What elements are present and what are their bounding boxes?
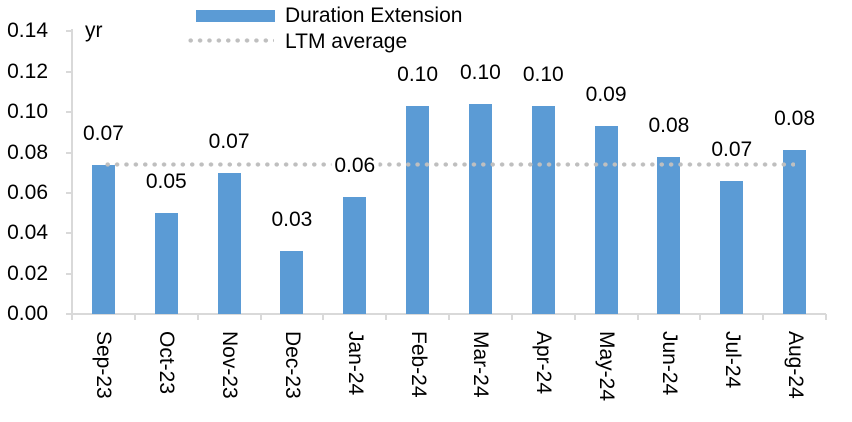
- x-axis-label: Sep-23: [92, 331, 116, 399]
- x-tick-mark: [699, 314, 702, 320]
- x-axis-label: Jun-24: [657, 331, 681, 396]
- y-tick-mark: [66, 272, 72, 275]
- ltm-average-line: [103, 162, 795, 168]
- y-tick-mark: [66, 30, 72, 33]
- y-axis-unit-label: yr: [85, 19, 103, 42]
- x-axis-label: Mar-24: [469, 331, 493, 398]
- y-axis-label: 0.08: [7, 140, 48, 164]
- x-axis-label: Apr-24: [532, 331, 556, 395]
- x-tick-mark: [762, 314, 765, 320]
- bar-data-label: 0.08: [771, 108, 819, 131]
- x-tick-mark: [259, 314, 262, 320]
- y-axis-line: [71, 29, 73, 315]
- x-axis-label: Dec-23: [280, 331, 304, 399]
- y-tick-mark: [66, 70, 72, 73]
- x-tick-mark: [825, 314, 827, 320]
- bar-data-label: 0.10: [519, 64, 567, 87]
- bar-data-label: 0.03: [268, 209, 316, 232]
- bar-data-label: 0.05: [142, 171, 190, 194]
- x-tick-mark: [573, 314, 576, 320]
- bar-jun-24: [657, 156, 681, 314]
- y-axis-label: 0.00: [7, 302, 48, 325]
- bar-jan-24: [343, 196, 367, 314]
- x-axis-label: May-24: [595, 331, 619, 402]
- x-axis-label: Jan-24: [343, 331, 367, 396]
- bar-oct-23: [154, 213, 178, 314]
- bar-may-24: [594, 126, 618, 314]
- y-tick-mark: [66, 151, 72, 154]
- bar-sep-23: [91, 164, 115, 314]
- x-tick-mark: [71, 314, 73, 320]
- legend-bar-swatch-icon: [196, 10, 275, 22]
- x-tick-mark: [133, 314, 136, 320]
- legend-dotted-line-swatch-icon: [186, 38, 274, 43]
- y-tick-mark: [66, 232, 72, 235]
- y-axis-label: 0.14: [7, 19, 48, 43]
- y-axis-label: 0.04: [7, 221, 48, 245]
- bar-aug-24: [783, 150, 807, 314]
- bar-data-label: 0.07: [79, 122, 127, 145]
- x-tick-mark: [385, 314, 388, 320]
- bar-data-label: 0.08: [645, 114, 693, 137]
- bar-data-label: 0.07: [708, 138, 756, 161]
- x-axis-label: Aug-24: [783, 331, 807, 399]
- legend-label-duration-extension: Duration Extension: [285, 4, 463, 27]
- y-tick-mark: [66, 111, 72, 114]
- x-axis-label: Jul-24: [720, 331, 744, 389]
- x-axis-label: Feb-24: [406, 331, 430, 398]
- y-tick-mark: [66, 313, 72, 315]
- bar-data-label: 0.10: [456, 62, 504, 85]
- y-axis-label: 0.02: [7, 261, 48, 285]
- x-axis-label: Oct-23: [155, 331, 179, 395]
- x-tick-mark: [510, 314, 513, 320]
- x-tick-mark: [322, 314, 325, 320]
- bar-apr-24: [531, 106, 555, 314]
- y-axis-label: 0.06: [7, 180, 48, 204]
- y-tick-mark: [66, 191, 72, 194]
- legend-label-ltm-average: LTM average: [285, 30, 408, 53]
- x-tick-mark: [448, 314, 450, 320]
- bar-feb-24: [406, 106, 430, 314]
- bar-mar-24: [468, 104, 492, 314]
- y-axis-label: 0.12: [7, 59, 48, 83]
- bar-data-label: 0.07: [205, 130, 253, 153]
- bar-data-label: 0.09: [582, 84, 630, 107]
- x-axis-label: Nov-23: [218, 331, 242, 399]
- x-tick-mark: [636, 314, 639, 320]
- bar-dec-23: [280, 251, 304, 314]
- bar-nov-23: [217, 172, 241, 314]
- bar-jul-24: [720, 180, 744, 314]
- x-tick-mark: [196, 314, 199, 320]
- bar-data-label: 0.06: [331, 154, 379, 177]
- y-axis-label: 0.10: [7, 100, 48, 124]
- bar-data-label: 0.10: [394, 64, 442, 87]
